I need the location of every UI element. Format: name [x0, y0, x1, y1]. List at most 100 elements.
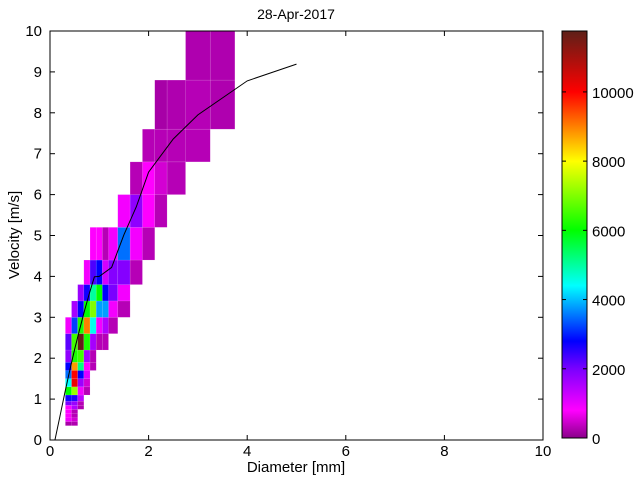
heatmap-cell — [166, 79, 186, 130]
heatmap-cell — [65, 394, 72, 402]
y-axis: 0 1 2 3 4 5 6 7 8 9 10 — [25, 23, 543, 449]
heatmap-cell — [71, 413, 78, 418]
heatmap-cell — [77, 284, 85, 302]
heatmap-cell — [65, 333, 72, 351]
x-tick-label: 8 — [440, 443, 448, 460]
heatmap-cells — [65, 30, 236, 426]
y-tick-label: 8 — [34, 105, 42, 122]
heatmap-cell — [89, 349, 97, 363]
x-tick-label: 10 — [535, 443, 552, 460]
heatmap-cell — [77, 404, 85, 410]
heatmap-cell — [102, 300, 109, 318]
heatmap-cell — [65, 413, 72, 418]
heatmap-cell — [71, 400, 78, 406]
heatmap-cell — [71, 421, 78, 426]
heatmap-cell — [108, 317, 119, 334]
heatmap-cell — [95, 317, 103, 334]
heatmap-cell — [117, 284, 131, 302]
heatmap-cell — [77, 370, 85, 379]
heatmap-cell — [65, 400, 72, 406]
y-tick-label: 10 — [25, 23, 42, 40]
heatmap-cell — [129, 259, 143, 285]
heatmap-cell — [83, 370, 91, 379]
heatmap-cell — [71, 386, 78, 396]
colorbar: 0 2000 4000 6000 8000 10000 — [561, 30, 634, 448]
heatmap-cell — [154, 79, 168, 130]
heatmap-cell — [117, 227, 131, 261]
colorbar-tick-label: 0 — [592, 431, 600, 448]
heatmap-cell — [83, 386, 91, 396]
x-tick-label: 4 — [243, 443, 251, 460]
heatmap-cell — [185, 30, 211, 81]
colorbar-tick-label: 8000 — [592, 154, 625, 171]
heatmap-cell — [65, 417, 72, 422]
heatmap-cell — [89, 333, 97, 351]
heatmap-cell — [83, 259, 91, 285]
heatmap-cell — [129, 227, 143, 261]
heatmap-cell — [185, 79, 211, 130]
heatmap-cell — [166, 128, 186, 163]
y-tick-label: 0 — [34, 432, 42, 449]
heatmap-cell — [95, 259, 103, 285]
heatmap-cell — [102, 227, 109, 261]
x-tick-label: 2 — [144, 443, 152, 460]
colorbar-tick-label: 4000 — [592, 293, 625, 310]
heatmap-cell — [142, 128, 156, 163]
heatmap-cell — [95, 284, 103, 302]
heatmap-cell — [154, 194, 168, 228]
heatmap-cell — [95, 333, 103, 351]
heatmap-cell — [83, 317, 91, 334]
heatmap-cell — [65, 409, 72, 414]
x-tick-label: 6 — [342, 443, 350, 460]
heatmap-cell — [83, 378, 91, 388]
y-tick-label: 5 — [34, 228, 42, 245]
heatmap-cell — [102, 317, 109, 334]
heatmap-cell — [83, 333, 91, 351]
heatmap-cell — [129, 161, 143, 195]
heatmap-cell — [71, 417, 78, 422]
fit-line — [54, 63, 297, 441]
colorbar-tick-label: 2000 — [592, 362, 625, 379]
heatmap-cell — [89, 300, 97, 318]
heatmap-cell — [77, 362, 85, 371]
heatmap-cell — [166, 161, 186, 195]
heatmap-cell — [65, 421, 72, 426]
heatmap-cell — [77, 333, 85, 351]
colorbar-gradient — [561, 30, 588, 439]
y-tick-label: 1 — [34, 391, 42, 408]
heatmap-cell — [95, 227, 103, 261]
heatmap-cell — [117, 194, 131, 228]
heatmap-cell — [209, 30, 236, 81]
heatmap-cell — [83, 349, 91, 363]
heatmap-cell — [71, 370, 78, 379]
heatmap-cell — [77, 349, 85, 363]
heatmap-cell — [117, 300, 131, 318]
chart-title: 28-Apr-2017 — [257, 6, 335, 22]
heatmap-cell — [65, 317, 72, 334]
y-tick-label: 7 — [34, 146, 42, 163]
heatmap-cell — [108, 284, 119, 302]
heatmap-cell — [102, 333, 109, 351]
heatmap-cell — [142, 194, 156, 228]
heatmap-cell — [77, 378, 85, 388]
y-tick-label: 3 — [34, 309, 42, 326]
colorbar-tick-label: 10000 — [592, 85, 634, 102]
x-axis-label: Diameter [mm] — [247, 459, 345, 476]
heatmap-cell — [154, 128, 168, 163]
heatmap-cell — [142, 227, 156, 261]
heatmap-cell — [65, 404, 72, 410]
x-axis: 0 2 4 6 8 10 — [46, 31, 552, 460]
heatmap-cell — [71, 317, 78, 334]
heatmap-cell — [77, 394, 85, 402]
heatmap-cell — [77, 386, 85, 396]
y-tick-label: 6 — [34, 187, 42, 204]
x-tick-label: 0 — [46, 443, 54, 460]
y-tick-label: 2 — [34, 350, 42, 367]
heatmap-cell — [71, 409, 78, 414]
heatmap-cell — [83, 362, 91, 371]
y-tick-label: 9 — [34, 64, 42, 81]
heatmap-cell — [71, 378, 78, 388]
heatmap-cell — [71, 404, 78, 410]
heatmap-cell — [65, 349, 72, 363]
